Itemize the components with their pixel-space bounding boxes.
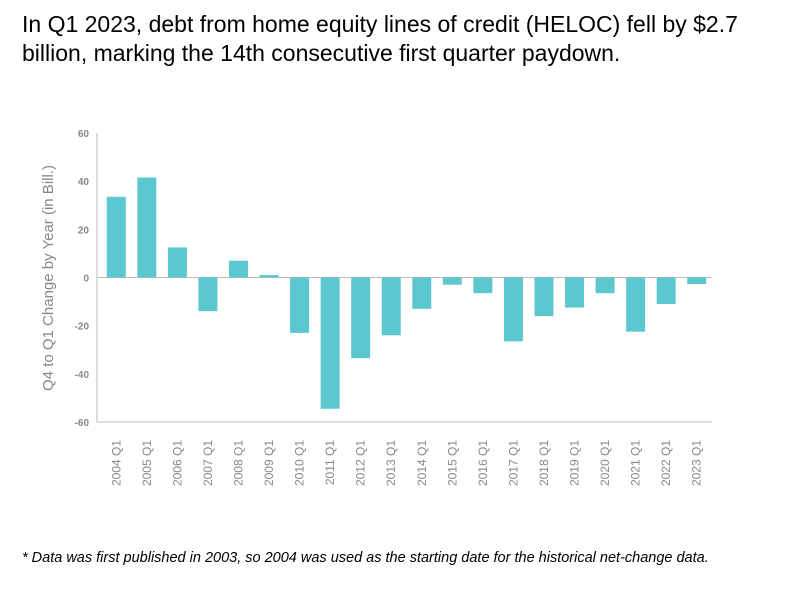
bar — [167, 247, 187, 278]
x-tick-label: 2008 Q1 — [231, 440, 245, 486]
x-tick-label: 2005 Q1 — [140, 440, 154, 486]
y-tick-label: 60 — [78, 129, 90, 140]
bar — [626, 277, 646, 332]
x-tick-label: 2013 Q1 — [384, 440, 398, 486]
x-tick-label: 2007 Q1 — [201, 440, 215, 486]
x-tick-label: 2012 Q1 — [354, 440, 368, 486]
bar — [351, 277, 371, 359]
bar — [259, 275, 279, 278]
y-tick-label: -40 — [75, 370, 90, 381]
bar — [412, 277, 432, 309]
y-tick-label: -20 — [75, 322, 90, 333]
chart-title: In Q1 2023, debt from home equity lines … — [22, 11, 738, 66]
x-tick-label: 2010 Q1 — [293, 440, 307, 486]
y-axis-label: Q4 to Q1 Change by Year (in Bill.) — [40, 165, 57, 391]
x-tick-label: 2018 Q1 — [537, 440, 551, 486]
x-tick-label: 2019 Q1 — [568, 440, 582, 486]
x-tick-label: 2011 Q1 — [323, 440, 337, 485]
x-axis-ticks: 2004 Q1 2005 Q1 2006 Q1 2007 Q1 2008 Q1 2009 … — [109, 440, 703, 486]
bar — [106, 196, 126, 278]
bar — [473, 277, 493, 294]
bar — [290, 277, 310, 333]
bar — [656, 277, 676, 304]
bar — [442, 277, 462, 285]
x-tick-label: 2021 Q1 — [629, 440, 643, 486]
x-tick-label: 2023 Q1 — [690, 440, 704, 486]
bar — [503, 277, 523, 342]
x-tick-label: 2004 Q1 — [109, 440, 123, 486]
y-tick-label: 0 — [83, 274, 89, 285]
x-tick-label: 2006 Q1 — [170, 440, 184, 486]
x-tick-label: 2020 Q1 — [598, 440, 612, 486]
bar — [381, 277, 401, 336]
bar — [595, 277, 615, 294]
bar — [137, 177, 157, 278]
x-tick-label: 2015 Q1 — [445, 440, 459, 486]
x-tick-label: 2017 Q1 — [506, 440, 520, 486]
x-tick-label: 2009 Q1 — [262, 440, 276, 486]
x-tick-label: 2014 Q1 — [415, 440, 429, 486]
x-tick-label: 2016 Q1 — [476, 440, 490, 486]
bar — [565, 277, 585, 308]
bars — [106, 177, 707, 409]
bar — [687, 277, 707, 285]
bar-chart: Q4 to Q1 Change by Year (in Bill.) 60 40 2… — [40, 129, 712, 486]
bar — [228, 260, 248, 278]
y-tick-label: 20 — [78, 225, 90, 236]
footnote: * Data was first published in 2003, so 2… — [22, 550, 709, 566]
bar — [534, 277, 554, 317]
y-tick-label: 40 — [78, 177, 90, 188]
y-tick-label: -60 — [75, 418, 90, 429]
y-axis-ticks: 60 40 20 0 -20 -40 -60 — [75, 129, 90, 429]
bar — [320, 277, 340, 409]
x-tick-label: 2022 Q1 — [659, 440, 673, 486]
bar — [198, 277, 218, 312]
